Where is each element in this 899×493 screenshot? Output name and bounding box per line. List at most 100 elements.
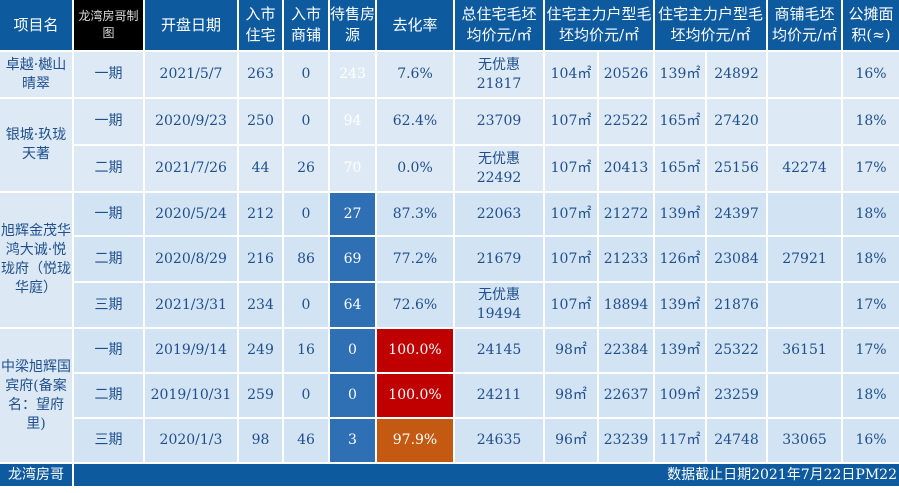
- main-type-2-area: 117㎡: [655, 419, 705, 462]
- main-type-2-price: 23084: [707, 237, 766, 281]
- main-type-2-price: 24397: [707, 193, 766, 235]
- watermark-cell: 龙湾房哥制图: [74, 0, 143, 50]
- phase: 一期: [74, 193, 143, 235]
- sell-rate: 0.0%: [377, 146, 453, 191]
- shop-price: [768, 52, 841, 97]
- no-discount-note: 无优惠: [478, 150, 520, 167]
- res-units: 44: [239, 146, 282, 191]
- shop-price: [768, 193, 841, 235]
- open-date: 2020/5/24: [145, 193, 237, 235]
- shop-units: 86: [284, 237, 328, 281]
- header-row: 项目名 龙湾房哥制图 开盘日期 入市住宅 入市商铺 待售房源 去化率 总住宅毛坯…: [0, 0, 899, 50]
- sell-rate: 7.6%: [377, 52, 453, 97]
- phase: 三期: [74, 283, 143, 327]
- header-share: 公摊面积(≈): [843, 0, 899, 50]
- phase: 三期: [74, 419, 143, 462]
- sell-rate: 87.3%: [377, 193, 453, 235]
- unsold-units: 3: [330, 419, 375, 462]
- share-ratio: 18%: [843, 193, 899, 235]
- main-type-2-area: 139㎡: [655, 52, 705, 97]
- unsold-units: 27: [330, 193, 375, 235]
- main-type-1-price: 20413: [599, 146, 653, 191]
- table-row: 二期 2021/7/26 44 26 70 0.0% 无优惠 22492 107㎡ 20413 16…: [0, 146, 899, 191]
- phase: 一期: [74, 52, 143, 97]
- main-type-2-price: 25322: [707, 329, 766, 372]
- res-units: 98: [239, 419, 282, 462]
- open-date: 2021/3/31: [145, 283, 237, 327]
- main-type-2-price: 24892: [707, 52, 766, 97]
- share-ratio: 17%: [843, 329, 899, 372]
- unsold-units: 70: [330, 146, 375, 191]
- main-type-2-area: 139㎡: [655, 329, 705, 372]
- shop-units: 16: [284, 329, 328, 372]
- project-name: 银城·玖珑天著: [0, 99, 72, 191]
- share-ratio: 17%: [843, 283, 899, 327]
- phase: 一期: [74, 329, 143, 372]
- shop-units: 46: [284, 419, 328, 462]
- avg-price-cell: 24211: [455, 374, 543, 417]
- open-date: 2020/8/29: [145, 237, 237, 281]
- header-shop-price: 商铺毛坯均价元/㎡: [768, 0, 841, 50]
- shop-units: 0: [284, 283, 328, 327]
- open-date: 2020/1/3: [145, 419, 237, 462]
- share-ratio: 18%: [843, 374, 899, 417]
- unsold-units: 0: [330, 374, 375, 417]
- avg-price-cell: 无优惠 21817: [455, 52, 543, 97]
- main-type-2-area: 126㎡: [655, 237, 705, 281]
- header-shop-units: 入市商铺: [284, 0, 328, 50]
- footer-cutoff-date: 数据截止日期2021年7月22日PM22: [74, 464, 899, 486]
- header-project: 项目名: [0, 0, 72, 50]
- res-units: 263: [239, 52, 282, 97]
- header-main-type-2: 住宅主力户型毛坯均价元/㎡: [655, 0, 766, 50]
- avg-price-cell: 无优惠 22492: [455, 146, 543, 191]
- sell-rate: 100.0%: [377, 329, 453, 372]
- sell-rate: 72.6%: [377, 283, 453, 327]
- table-row: 二期 2019/10/31 259 0 0 100.0% 24211 98㎡ 22637 109㎡…: [0, 374, 899, 417]
- table-row: 三期 2021/3/31 234 0 64 72.6% 无优惠 19494 107㎡ 18894 1…: [0, 283, 899, 327]
- main-type-2-area: 109㎡: [655, 374, 705, 417]
- main-type-1-area: 107㎡: [545, 146, 597, 191]
- res-units: 259: [239, 374, 282, 417]
- shop-units: 26: [284, 146, 328, 191]
- main-type-2-price: 24748: [707, 419, 766, 462]
- table-row: 旭辉金茂华鸿大诚·悦珑府（悦珑华庭） 一期 2020/5/24 212 0 27 87.3%…: [0, 193, 899, 327]
- header-res-units: 入市住宅: [239, 0, 282, 50]
- phase: 一期: [74, 99, 143, 144]
- res-units: 234: [239, 283, 282, 327]
- open-date: 2021/7/26: [145, 146, 237, 191]
- table-row: 二期 2020/8/29 216 86 69 77.2% 21679 107㎡ 21233 126…: [0, 237, 899, 281]
- main-type-1-area: 107㎡: [545, 99, 597, 144]
- avg-price: 19494: [476, 306, 522, 322]
- sell-rate: 77.2%: [377, 237, 453, 281]
- avg-price: 21679: [476, 250, 522, 267]
- main-type-2-area: 139㎡: [655, 283, 705, 327]
- main-type-2-price: 27420: [707, 99, 766, 144]
- avg-price: 22063: [476, 205, 522, 222]
- share-ratio: 16%: [843, 52, 899, 97]
- phase: 二期: [74, 374, 143, 417]
- table-row: 中梁旭辉国宾府(备案名：望府里) 一期 2019/9/14 249 16 0 100.0% 2…: [0, 329, 899, 462]
- avg-price-cell: 24145: [455, 329, 543, 372]
- unsold-units: 94: [330, 99, 375, 144]
- main-type-1-area: 98㎡: [545, 329, 597, 372]
- main-type-1-area: 96㎡: [545, 419, 597, 462]
- shop-price: [768, 283, 841, 327]
- avg-price: 21817: [476, 75, 522, 92]
- main-type-1-price: 22384: [599, 329, 653, 372]
- shop-units: 0: [284, 374, 328, 417]
- header-sell-rate: 去化率: [377, 0, 453, 50]
- main-type-1-price: 18894: [599, 283, 653, 327]
- shop-units: 0: [284, 52, 328, 97]
- avg-price-cell: 21679: [455, 237, 543, 281]
- shop-price: 33065: [768, 419, 841, 462]
- res-units: 249: [239, 329, 282, 372]
- main-type-1-area: 107㎡: [545, 283, 597, 327]
- res-units: 250: [239, 99, 282, 144]
- avg-price-cell: 23709: [455, 99, 543, 144]
- main-type-2-price: 25156: [707, 146, 766, 191]
- open-date: 2019/9/14: [145, 329, 237, 372]
- main-type-2-area: 165㎡: [655, 99, 705, 144]
- footer-brand: 龙湾房哥: [0, 464, 72, 486]
- open-date: 2021/5/7: [145, 52, 237, 97]
- header-avg-price: 总住宅毛坯均价元/㎡: [455, 0, 543, 50]
